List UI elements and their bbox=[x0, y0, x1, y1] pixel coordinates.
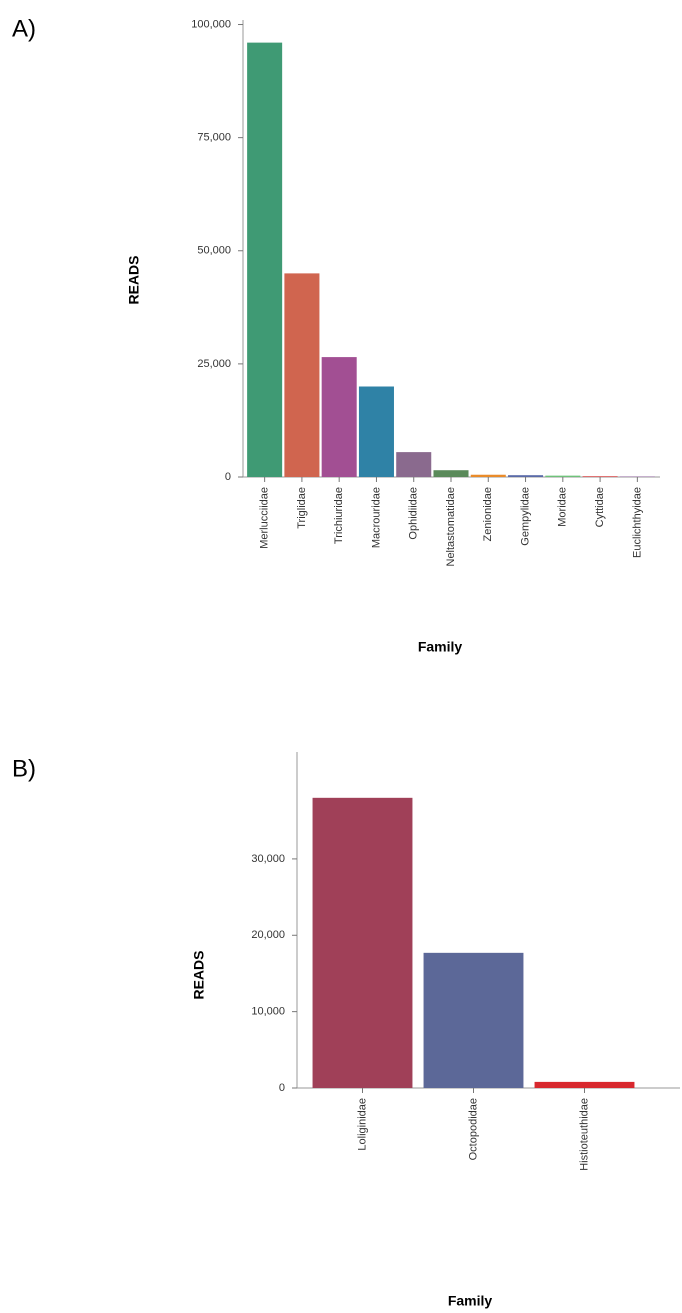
bar bbox=[396, 452, 432, 477]
y-tick-label: 25,000 bbox=[197, 358, 231, 370]
bar bbox=[545, 475, 581, 477]
y-tick-label: 75,000 bbox=[197, 132, 231, 144]
bar bbox=[321, 357, 357, 477]
bar bbox=[358, 386, 394, 477]
bar bbox=[247, 42, 283, 477]
x-tick-label: Moridae bbox=[557, 487, 569, 527]
x-tick-label: Histioteuthidae bbox=[578, 1098, 590, 1171]
y-axis-title: READS bbox=[191, 950, 207, 999]
x-tick-label: Neltastomatidae bbox=[445, 487, 457, 567]
y-tick-label: 0 bbox=[225, 471, 231, 483]
x-axis-title: Family bbox=[448, 1293, 493, 1309]
bar bbox=[582, 476, 618, 477]
panel-label: A) bbox=[12, 15, 36, 42]
x-tick-label: Euclichthyidae bbox=[631, 487, 643, 558]
bar bbox=[312, 797, 413, 1088]
y-tick-label: 0 bbox=[279, 1082, 285, 1094]
y-tick-label: 100,000 bbox=[191, 18, 231, 30]
x-tick-label: Gempylidae bbox=[519, 487, 531, 546]
x-tick-label: Zenionidae bbox=[482, 487, 494, 541]
x-tick-label: Trichiuridae bbox=[333, 487, 345, 544]
x-tick-label: Loliginidae bbox=[356, 1098, 368, 1151]
x-tick-label: Octopodidae bbox=[467, 1098, 479, 1160]
x-tick-label: Ophidiidae bbox=[408, 487, 420, 540]
bar bbox=[470, 474, 506, 477]
y-axis-title: READS bbox=[126, 255, 142, 304]
x-axis-title: Family bbox=[418, 639, 463, 655]
x-tick-label: Triglidae bbox=[296, 487, 308, 529]
bar bbox=[284, 273, 320, 477]
panel-label: B) bbox=[12, 755, 36, 782]
bar bbox=[423, 952, 524, 1088]
y-tick-label: 10,000 bbox=[251, 1006, 285, 1018]
bar bbox=[433, 470, 469, 477]
bar bbox=[534, 1081, 635, 1088]
y-tick-label: 30,000 bbox=[251, 853, 285, 865]
x-tick-label: Macrouridae bbox=[370, 487, 382, 548]
x-tick-label: Cyttidae bbox=[594, 487, 606, 527]
y-tick-label: 50,000 bbox=[197, 245, 231, 257]
x-tick-label: Merlucciidae bbox=[259, 487, 271, 549]
bar bbox=[508, 475, 544, 477]
y-tick-label: 20,000 bbox=[251, 929, 285, 941]
